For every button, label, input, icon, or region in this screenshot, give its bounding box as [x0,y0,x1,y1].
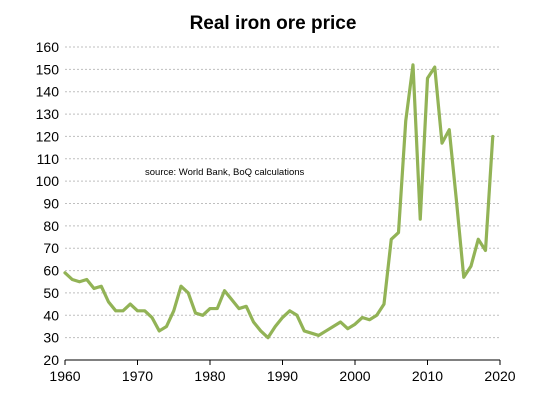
y-tick-label: 30 [43,330,59,346]
x-tick-label: 1960 [49,368,80,384]
gridlines [65,46,500,339]
y-tick-label: 150 [36,61,60,77]
y-tick-label: 100 [36,173,60,189]
y-axis-ticks: 20 30 40 50 60 70 80 90 100 110 120 130 140 150 160 [36,39,60,368]
y-tick-label: 120 [36,128,60,144]
series-line-0 [63,63,495,340]
y-tick-label: 70 [43,240,59,256]
y-tick-label: 110 [37,151,60,167]
chart-title: Real iron ore price [190,13,357,34]
x-tick-label: 1980 [194,368,225,384]
x-axis-ticks: 1960 1970 1980 1990 2000 2010 2020 [49,360,516,384]
y-tick-label: 60 [43,263,59,279]
y-tick-label: 130 [36,106,60,122]
y-tick-label: 140 [36,84,60,100]
x-tick-label: 1990 [267,368,298,384]
x-tick-label: 1970 [122,368,153,384]
x-tick-label: 2010 [412,368,443,384]
y-tick-label: 50 [43,285,59,301]
y-tick-label: 160 [36,39,60,55]
source-annotation: source: World Bank, BoQ calculations [145,167,305,178]
y-tick-label: 90 [43,196,59,212]
x-tick-label: 2020 [484,368,515,384]
x-tick-label: 2000 [339,368,370,384]
y-tick-label: 80 [43,218,59,234]
y-tick-label: 20 [43,352,59,368]
y-tick-label: 40 [43,307,59,323]
series-layer [63,63,495,340]
